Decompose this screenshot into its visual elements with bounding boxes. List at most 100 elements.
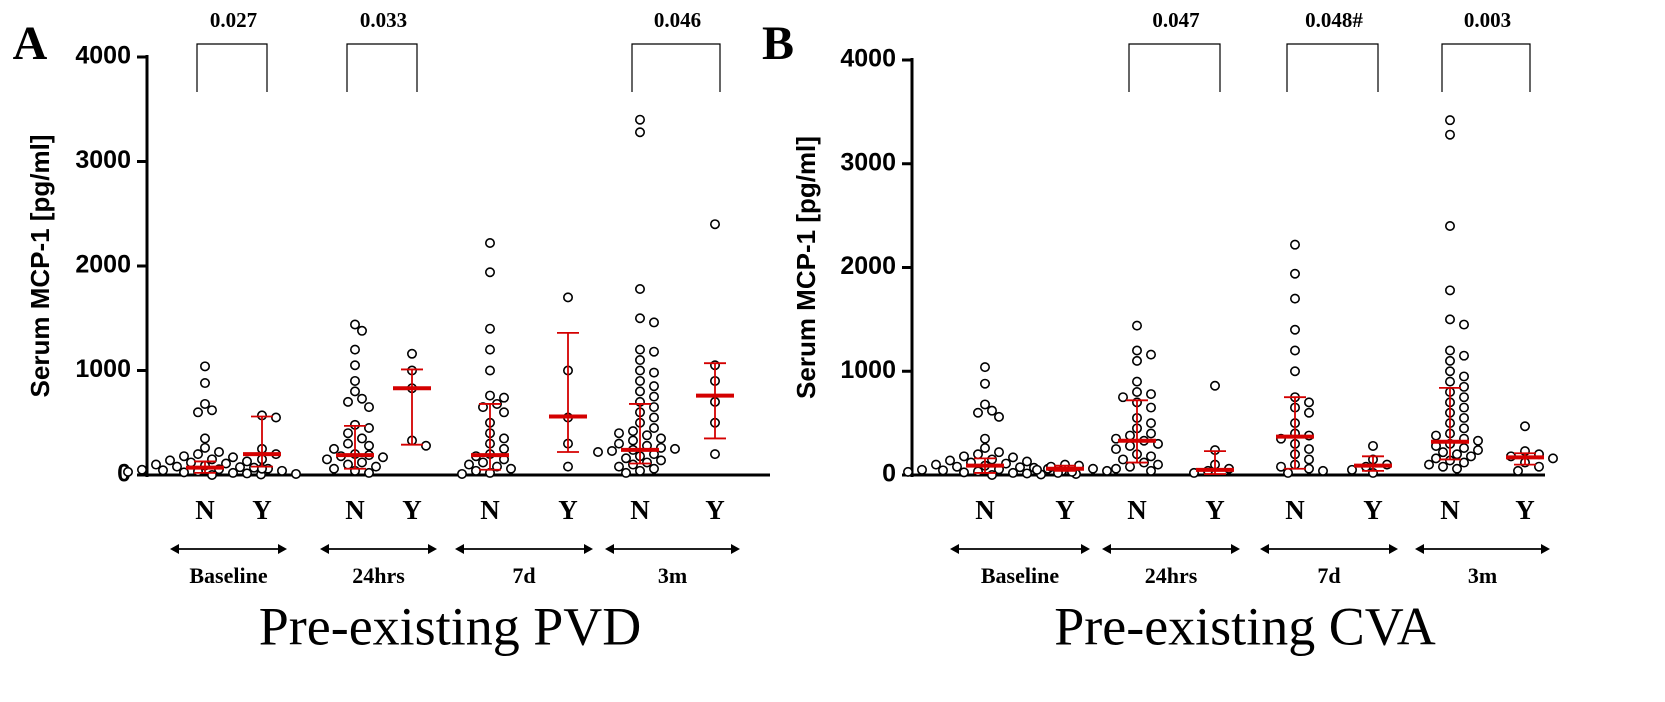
data-point [505, 463, 516, 474]
data-point [1146, 402, 1157, 413]
data-point [958, 467, 969, 478]
x-axis-label: Pre-existing CVA [1054, 596, 1436, 656]
data-point [1021, 456, 1032, 467]
data-point [606, 445, 617, 456]
timepoint-label: 7d [1317, 563, 1340, 588]
data-point [1318, 465, 1329, 476]
timepoint-label: 24hrs [352, 563, 405, 588]
data-point [648, 391, 659, 402]
data-point [1125, 440, 1136, 451]
data-point [1146, 465, 1157, 476]
data-point [498, 407, 509, 418]
data-point [276, 465, 287, 476]
data-point [186, 457, 197, 468]
data-point [342, 438, 353, 449]
category-label: N [195, 495, 215, 525]
significance-bracket [196, 43, 268, 92]
y-tick-label: 2000 [840, 252, 896, 280]
data-point [634, 355, 645, 366]
data-point [172, 461, 183, 472]
data-point [958, 451, 969, 462]
data-point [1132, 320, 1143, 331]
timepoint-label: 3m [658, 563, 687, 588]
data-point [498, 392, 509, 403]
data-point [290, 468, 301, 479]
data-point [1132, 386, 1143, 397]
data-point [1459, 423, 1470, 434]
data-point [484, 344, 495, 355]
data-point [1290, 324, 1301, 335]
data-point [1459, 402, 1470, 413]
y-tick-label: 4000 [75, 42, 131, 70]
data-point [377, 452, 388, 463]
data-point [200, 433, 211, 444]
data-point [1347, 464, 1358, 475]
data-point [1424, 459, 1435, 470]
data-point [484, 323, 495, 334]
data-point [951, 461, 962, 472]
data-point [137, 464, 148, 475]
data-point [1014, 462, 1025, 473]
data-point [972, 407, 983, 418]
timepoint-label: 3m [1468, 563, 1497, 588]
data-point [370, 461, 381, 472]
data-point [363, 422, 374, 433]
category-label: N [1127, 495, 1147, 525]
data-point [634, 386, 645, 397]
data-point [1445, 345, 1456, 356]
data-point [1548, 453, 1559, 464]
data-point [1102, 465, 1113, 476]
panel-label: B [762, 17, 794, 70]
data-point [634, 127, 645, 138]
data-point [937, 465, 948, 476]
category-label: Y [1055, 495, 1075, 525]
data-point [648, 402, 659, 413]
data-point [1304, 463, 1315, 474]
data-point [356, 433, 367, 444]
significance-bracket [1128, 43, 1221, 92]
data-point [165, 455, 176, 466]
data-point [1088, 463, 1099, 474]
significance-bracket [1441, 43, 1531, 92]
data-point [979, 362, 990, 373]
data-point [463, 459, 474, 470]
p-value: 0.047 [1152, 8, 1199, 32]
data-point [916, 464, 927, 475]
data-point [214, 447, 225, 458]
data-point [613, 461, 624, 472]
data-point [349, 375, 360, 386]
data-point [200, 398, 211, 409]
data-point [979, 443, 990, 454]
data-point [648, 412, 659, 423]
data-point [1032, 464, 1043, 475]
category-label: N [630, 495, 650, 525]
data-point [1452, 463, 1463, 474]
data-point [207, 405, 218, 416]
data-point [634, 313, 645, 324]
data-point [648, 317, 659, 328]
category-label: Y [402, 495, 422, 525]
data-point [456, 468, 467, 479]
data-point [356, 325, 367, 336]
data-point [613, 438, 624, 449]
data-point [1153, 459, 1164, 470]
data-point [179, 451, 190, 462]
data-point [592, 447, 603, 458]
data-point [620, 453, 631, 464]
data-point [1459, 319, 1470, 330]
data-point [979, 399, 990, 410]
category-label: Y [1205, 495, 1225, 525]
data-point [634, 465, 645, 476]
data-point [627, 435, 638, 446]
category-label: N [975, 495, 995, 525]
data-point [1111, 463, 1122, 474]
data-point [498, 433, 509, 444]
p-value: 0.048# [1305, 8, 1363, 32]
data-point [1431, 430, 1442, 441]
data-point [349, 360, 360, 371]
data-point [1210, 380, 1221, 391]
data-point [1290, 239, 1301, 250]
data-point [342, 428, 353, 439]
timepoint-label: 24hrs [1145, 563, 1198, 588]
data-point [648, 367, 659, 378]
